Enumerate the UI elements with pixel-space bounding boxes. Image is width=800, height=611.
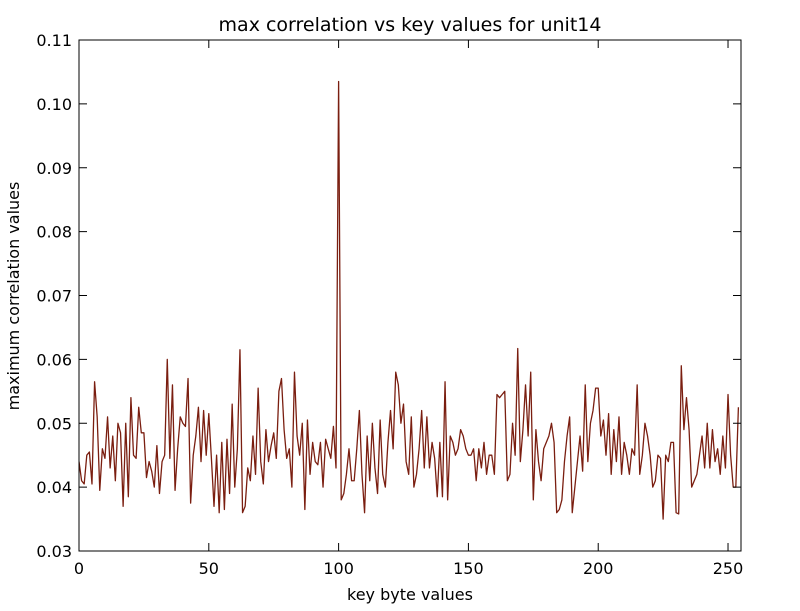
chart-title: max correlation vs key values for unit14 [219, 14, 602, 36]
x-tick-label: 200 [583, 559, 614, 578]
y-tick-label: 0.09 [36, 159, 72, 178]
y-tick-label: 0.07 [36, 287, 72, 306]
y-axis: 0.03 0.04 0.05 0.06 0.07 0.08 0.09 0.10 0.11 [36, 31, 741, 561]
x-tick-label: 250 [713, 559, 744, 578]
x-tick-label: 50 [199, 559, 219, 578]
plot-area [78, 39, 742, 552]
y-tick-label: 0.03 [36, 542, 72, 561]
x-tick-label: 150 [453, 559, 484, 578]
x-tick-label: 0 [74, 559, 84, 578]
x-axis: 0 50 100 150 200 250 [74, 40, 743, 578]
y-tick-label: 0.05 [36, 414, 72, 433]
y-tick-label: 0.06 [36, 350, 72, 369]
y-tick-label: 0.11 [36, 31, 72, 50]
x-tick-label: 100 [323, 559, 354, 578]
axes-frame [78, 39, 742, 552]
series-line-0 [79, 80, 740, 520]
y-tick-label: 0.08 [36, 223, 72, 242]
y-tick-label: 0.10 [36, 95, 72, 114]
x-axis-label: key byte values [347, 585, 473, 604]
y-axis-label: maximum correlation values [4, 182, 23, 411]
y-tick-label: 0.04 [36, 478, 72, 497]
